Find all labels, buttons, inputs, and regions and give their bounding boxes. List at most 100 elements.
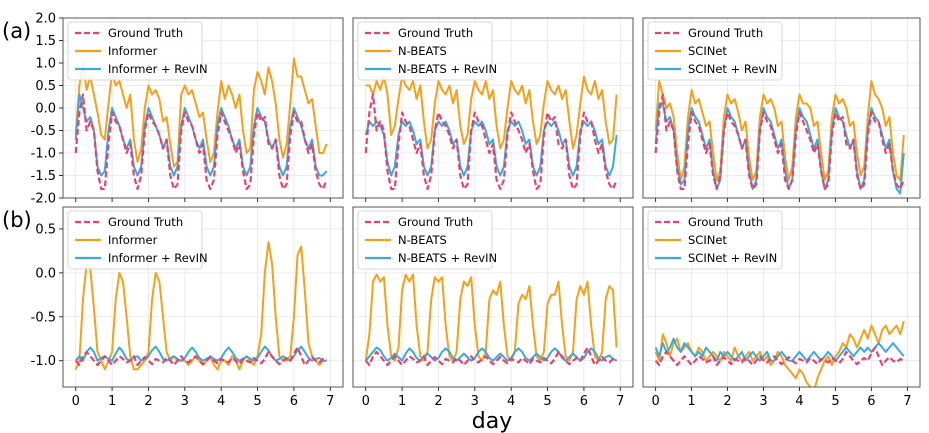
legend: Ground Truth SCINet SCINet + RevIN (647, 210, 783, 270)
x-tick-label: 5 (543, 394, 551, 409)
panel-b-1: -1.0 -0.5 0.0 0.5 0 1 2 3 4 5 6 7 Ground Truth Inform… (31, 206, 344, 409)
y-tick-label: -1.5 (31, 169, 56, 184)
x-tick-label: 6 (580, 394, 588, 409)
series-group (364, 75, 618, 191)
x-tick-label: 0 (72, 394, 80, 409)
legend-label: SCINet + RevIN (688, 251, 777, 265)
y-tick-label: 2.0 (35, 12, 56, 27)
row-label: (a) (2, 19, 31, 43)
x-tick-label: 4 (507, 394, 515, 409)
axes-frame (642, 17, 921, 199)
legend-box (67, 21, 203, 81)
x-tick-label: 1 (108, 394, 116, 409)
axes-frame (352, 17, 634, 199)
y-tick-label: 1.0 (35, 57, 56, 72)
axes-frame (642, 206, 921, 388)
x-tick-label: 1 (687, 394, 695, 409)
legend-label: SCINet (688, 44, 727, 58)
x-tick-label: 6 (290, 394, 298, 409)
series-line-ground-truth (74, 93, 328, 191)
series-group (74, 57, 328, 191)
legend-box (647, 210, 783, 270)
legend-label: Ground Truth (688, 215, 763, 229)
x-tick-label: 4 (795, 394, 803, 409)
series-line-baseline (654, 320, 905, 387)
series-group (74, 241, 328, 371)
row-label: (b) (2, 208, 32, 232)
legend-label: N-BEATS + RevIN (398, 251, 497, 265)
legend-label: Ground Truth (398, 26, 473, 40)
y-tick-label: 0.0 (35, 102, 56, 117)
legend: Ground Truth Informer Informer + RevIN (67, 210, 208, 270)
legend-label: N-BEATS (398, 233, 447, 247)
series-group (654, 80, 905, 195)
series-line-revin (74, 93, 328, 177)
panel-a-2: Ground Truth N-BEATS N-BEATS + RevIN (352, 17, 634, 202)
series-line-revin (654, 337, 905, 362)
x-tick-label: 3 (181, 394, 189, 409)
series-line-baseline (654, 80, 905, 181)
y-tick-label: 0.5 (35, 79, 56, 94)
legend-label: N-BEATS (398, 44, 447, 58)
legend-label: N-BEATS + RevIN (398, 62, 497, 76)
legend-box (357, 21, 493, 81)
legend-label: SCINet + RevIN (688, 62, 777, 76)
y-tick-label: -2.0 (31, 192, 56, 207)
legend-box (647, 21, 783, 81)
legend-label: Informer (108, 233, 158, 247)
series-line-baseline (364, 273, 618, 362)
panel-a-3: Ground Truth SCINet SCINet + RevIN (642, 17, 921, 202)
y-tick-label: -0.5 (31, 124, 56, 139)
legend-label: Informer + RevIN (108, 62, 208, 76)
x-tick-label: 4 (217, 394, 225, 409)
legend: Ground Truth SCINet SCINet + RevIN (647, 21, 783, 81)
legend-label: Informer + RevIN (108, 251, 208, 265)
y-tick-label: 0.0 (35, 266, 56, 281)
y-tick-label: 1.5 (35, 34, 56, 49)
legend-label: Ground Truth (688, 26, 763, 40)
series-line-ground-truth (364, 93, 618, 191)
legend-box (357, 210, 493, 270)
series-line-baseline (365, 75, 618, 150)
x-tick-label: 1 (398, 394, 406, 409)
x-tick-label: 2 (434, 394, 442, 409)
legend-label: SCINet (688, 233, 727, 247)
y-tick-label: 0.5 (35, 222, 56, 237)
x-tick-label: 0 (362, 394, 370, 409)
legend-label: Ground Truth (108, 26, 183, 40)
series-line-ground-truth (74, 346, 328, 367)
series-line-revin (364, 346, 618, 362)
y-tick-label: -0.5 (31, 310, 56, 325)
panel-b-2: 0 1 2 3 4 5 6 7 Ground Truth N-BEATS N-BEATS + Rev… (352, 206, 634, 409)
legend: Ground Truth Informer Informer + RevIN (67, 21, 208, 81)
x-tick-label: 2 (144, 394, 152, 409)
x-axis-label: day (472, 409, 512, 433)
legend: Ground Truth N-BEATS N-BEATS + RevIN (357, 21, 497, 81)
y-tick-label: -1.0 (31, 354, 56, 369)
axes-frame (352, 206, 634, 388)
x-tick-label: 6 (867, 394, 875, 409)
x-tick-label: 7 (326, 394, 334, 409)
legend-label: Informer (108, 44, 158, 58)
series-line-revin (74, 345, 327, 362)
series-line-ground-truth (654, 346, 905, 367)
y-tick-label: -1.0 (31, 147, 56, 162)
x-tick-label: 3 (759, 394, 767, 409)
x-tick-label: 3 (471, 394, 479, 409)
x-tick-label: 7 (616, 394, 624, 409)
x-tick-label: 5 (253, 394, 261, 409)
legend-box (67, 210, 203, 270)
legend-label: Ground Truth (398, 215, 473, 229)
series-line-ground-truth (654, 93, 905, 191)
series-line-revin (654, 102, 905, 195)
x-tick-label: 2 (723, 394, 731, 409)
series-group (364, 273, 618, 367)
x-tick-label: 7 (903, 394, 911, 409)
series-line-ground-truth (364, 346, 618, 367)
x-tick-label: 0 (651, 394, 659, 409)
legend-label: Ground Truth (108, 215, 183, 229)
axes-frame (62, 206, 344, 388)
panel-a-1: -2.0 -1.5 -1.0 -0.5 0.0 0.5 1.0 1.5 2.0 Ground Tr… (31, 12, 344, 207)
series-line-baseline (74, 57, 328, 168)
